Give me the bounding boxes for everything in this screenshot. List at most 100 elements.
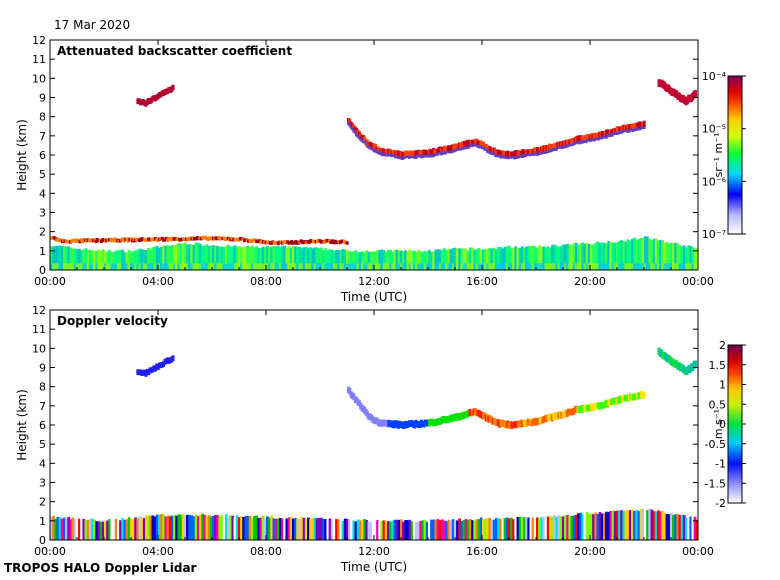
bl-column xyxy=(253,247,256,270)
vel-column xyxy=(145,515,148,540)
vel-column xyxy=(598,512,602,540)
bl-base xyxy=(332,263,336,270)
bl-base xyxy=(116,263,120,270)
vel-column xyxy=(203,514,207,540)
bl-column xyxy=(125,252,129,270)
bl-base xyxy=(233,263,237,270)
bl-base xyxy=(585,263,589,270)
vel-column xyxy=(432,519,436,540)
bl-base xyxy=(60,263,64,270)
bl-column xyxy=(471,247,474,270)
bl-base xyxy=(311,263,315,270)
vel-column xyxy=(440,519,444,540)
vel-column xyxy=(365,519,369,540)
vel-column xyxy=(399,519,403,540)
vel-column xyxy=(138,516,142,540)
bl-base xyxy=(551,263,554,270)
bl-base xyxy=(145,263,148,270)
bl-base xyxy=(451,263,455,270)
bl-column xyxy=(518,248,522,270)
bl-base xyxy=(317,263,321,270)
vel-column xyxy=(304,518,308,540)
bl-base xyxy=(354,263,358,270)
x-tick-label: 16:00 xyxy=(466,545,498,558)
bl-column xyxy=(142,249,146,270)
vel-column xyxy=(350,518,353,540)
bl-column xyxy=(551,244,554,270)
bl-column xyxy=(80,250,83,270)
vel-column xyxy=(611,510,615,540)
bl-base xyxy=(147,263,150,270)
vel-column xyxy=(179,514,183,540)
bl-base xyxy=(222,263,226,270)
bl-column xyxy=(376,250,379,270)
bl-column xyxy=(378,249,382,270)
vel-column xyxy=(276,518,280,540)
bl-base xyxy=(365,263,369,270)
vel-column xyxy=(177,514,181,540)
vel-column xyxy=(242,516,245,540)
panel-title: Attenuated backscatter coefficient xyxy=(57,44,292,58)
bl-base xyxy=(209,263,213,270)
vel-column xyxy=(626,510,630,540)
bl-base xyxy=(404,263,407,270)
y-tick-label: 10 xyxy=(32,342,46,355)
bl-column xyxy=(330,249,334,270)
bl-column xyxy=(544,247,548,270)
bl-base xyxy=(183,263,187,270)
bl-base xyxy=(104,263,107,270)
vel-column xyxy=(423,519,427,540)
bl-base xyxy=(250,263,254,270)
bl-column xyxy=(322,250,325,270)
vel-column xyxy=(328,518,332,540)
bl-base xyxy=(108,263,112,270)
vel-column xyxy=(69,519,73,540)
cirrus-base-mark xyxy=(511,155,515,159)
colorbar-tick-label: 0.5 xyxy=(709,398,727,411)
vel-column xyxy=(631,509,634,540)
vel-column xyxy=(326,519,330,540)
vel-column xyxy=(464,519,468,540)
y-tick-label: 7 xyxy=(39,130,46,143)
bl-column xyxy=(274,245,278,270)
bl-column xyxy=(505,246,509,270)
vel-column xyxy=(116,518,120,540)
vel-column xyxy=(436,519,440,540)
early-cloud-mark xyxy=(171,84,175,91)
vel-column xyxy=(574,514,578,540)
bl-base xyxy=(296,263,299,270)
bl-column xyxy=(652,238,656,270)
bl-column xyxy=(164,245,168,270)
vel-column xyxy=(114,518,118,540)
bl-base xyxy=(324,263,328,270)
bl-base xyxy=(274,263,278,270)
vel-column xyxy=(112,520,116,540)
bl-column xyxy=(577,244,580,270)
cirrus-base-mark xyxy=(492,152,496,156)
bl-column xyxy=(58,245,62,270)
bl-base xyxy=(639,263,643,270)
bl-column xyxy=(365,250,369,270)
bl-base xyxy=(203,263,207,270)
bl-base xyxy=(523,263,526,270)
bl-column xyxy=(220,246,224,270)
bl-base xyxy=(350,263,353,270)
bl-column xyxy=(600,242,604,270)
vel-column xyxy=(149,515,153,540)
bl-base xyxy=(263,263,267,270)
vel-column xyxy=(75,518,79,540)
y-tick-label: 8 xyxy=(39,111,46,124)
bl-column xyxy=(216,246,220,270)
bl-column xyxy=(235,246,239,270)
cirrus-base-mark xyxy=(348,124,352,127)
vel-column xyxy=(382,520,386,540)
bl-base xyxy=(678,263,682,270)
vel-column xyxy=(363,519,366,540)
bl-column xyxy=(229,246,233,270)
plot-area xyxy=(50,347,698,540)
bl-column xyxy=(559,246,563,270)
bl-base xyxy=(162,263,166,270)
bl-column xyxy=(203,245,207,270)
cirrus-base-mark xyxy=(363,140,367,144)
